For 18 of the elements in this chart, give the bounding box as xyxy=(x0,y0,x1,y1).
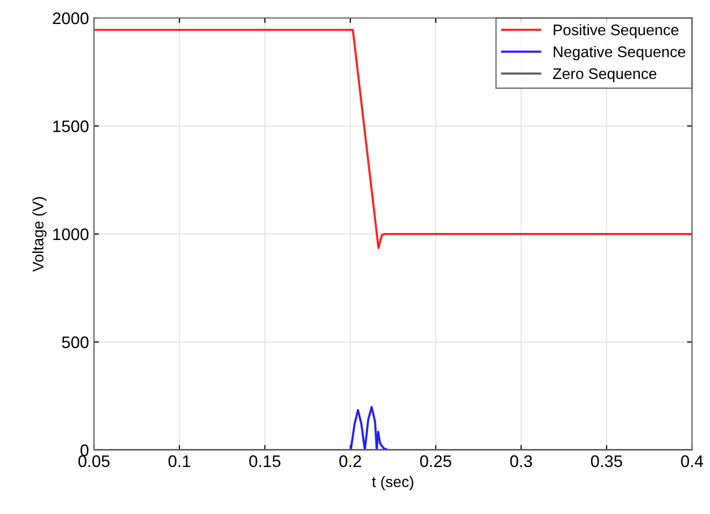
y-tick-label: 500 xyxy=(62,336,88,348)
x-tick-label: 0.3 xyxy=(510,455,532,468)
y-tick-label: 2000 xyxy=(52,12,88,24)
y-tick-label: 1000 xyxy=(53,228,88,240)
y-tick-label: 0 xyxy=(80,444,88,456)
x-axis-title: t (sec) xyxy=(372,476,414,490)
x-tick-label: 0.25 xyxy=(420,455,452,468)
y-axis-title: Voltage (V) xyxy=(32,197,47,272)
legend-label: Positive Sequence xyxy=(554,24,678,38)
x-tick-label: 0.2 xyxy=(339,455,362,468)
y-tick-label: 1500 xyxy=(53,120,88,132)
x-tick-label: 0.35 xyxy=(591,455,622,468)
x-tick-label: 0.05 xyxy=(78,455,110,468)
x-tick-label: 0.4 xyxy=(681,455,704,468)
x-tick-label: 0.1 xyxy=(168,455,190,468)
legend-label: Negative Sequence xyxy=(554,46,686,60)
legend-label: Zero Sequence xyxy=(553,68,656,82)
x-tick-label: 0.15 xyxy=(249,455,280,468)
